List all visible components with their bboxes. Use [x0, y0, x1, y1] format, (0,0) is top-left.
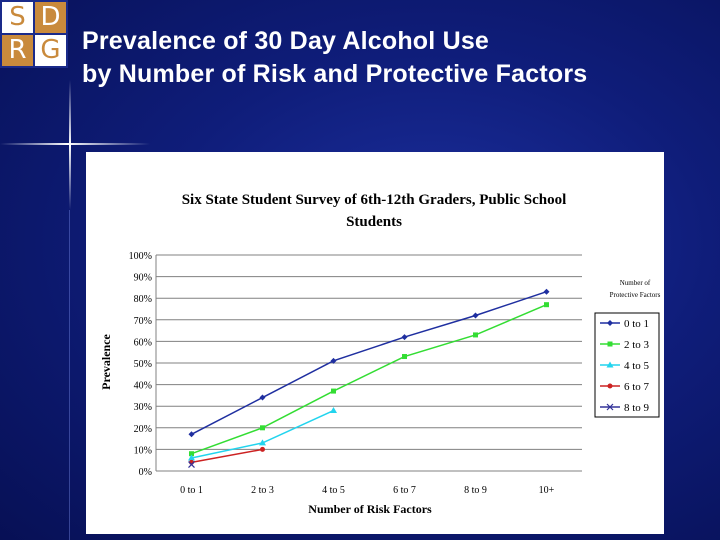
series-lines [188, 288, 550, 468]
data-point [260, 446, 265, 452]
data-point [543, 288, 550, 295]
legend-entry-label: 0 to 1 [624, 318, 649, 330]
sparkle-vertical-decoration [69, 80, 71, 210]
marker-stroke [188, 461, 195, 468]
data-point [544, 302, 549, 308]
y-tick-label: 50% [134, 359, 152, 370]
x-tick-label: 0 to 1 [180, 485, 203, 496]
slide-title-line2: by Number of Risk and Protective Factors [82, 60, 588, 88]
x-tick-label: 10+ [539, 485, 555, 496]
legend-title-line1: Number of [620, 279, 651, 287]
y-tick-label: 20% [134, 424, 152, 435]
chart-title-line2: Students [346, 214, 402, 230]
data-point [402, 354, 407, 360]
data-point [259, 394, 266, 401]
slide-title: Prevalence of 30 Day Alcohol Use by Numb… [82, 25, 587, 91]
legend-swatch-marker [606, 403, 614, 411]
x-tick-label: 2 to 3 [251, 485, 274, 496]
y-tick-labels: 0% 10% 20% 30% 40% 50% 60% 70% 80% 90% 100% [129, 251, 152, 478]
x-tick-labels: 0 to 1 2 to 3 4 to 5 6 to 7 8 to 9 10+ [180, 485, 555, 496]
data-point [331, 388, 336, 394]
x-tick-label: 6 to 7 [393, 485, 416, 496]
decorative-vertical-line [69, 210, 70, 540]
logo-letter-g: G [35, 35, 66, 66]
y-tick-label: 40% [134, 381, 152, 392]
data-point [188, 461, 195, 468]
series-line-0 [191, 291, 547, 435]
marker-stroke [606, 403, 614, 411]
chart-title-line1: Six State Student Survey of 6th-12th Gra… [182, 192, 567, 208]
x-axis-label: Number of Risk Factors [308, 502, 432, 516]
legend-entry-label: 2 to 3 [624, 339, 650, 351]
legend-swatch-marker [607, 341, 613, 347]
series-line-1 [191, 303, 547, 455]
logo-letter-d: D [35, 2, 66, 33]
sparkle-horizontal-decoration [0, 143, 150, 145]
gridlines [155, 254, 582, 472]
legend-swatch-marker [606, 361, 614, 368]
x-tick-label: 4 to 5 [322, 485, 345, 496]
legend-swatch-marker [607, 320, 613, 326]
x-tick-label: 8 to 9 [464, 485, 487, 496]
slide-title-line1: Prevalence of 30 Day Alcohol Use [82, 27, 490, 55]
data-point [259, 439, 266, 446]
y-tick-label: 10% [134, 445, 152, 456]
line-chart: Six State Student Survey of 6th-12th Gra… [99, 192, 661, 516]
data-point [189, 451, 194, 457]
data-point [188, 454, 195, 461]
y-tick-label: 100% [129, 251, 152, 262]
legend-title-line2: Protective Factors [610, 291, 661, 299]
chart-panel: Six State Student Survey of 6th-12th Gra… [86, 152, 664, 534]
y-tick-label: 70% [134, 316, 152, 327]
y-tick-label: 0% [139, 467, 152, 478]
legend-entry-label: 6 to 7 [624, 381, 650, 393]
legend: Number of Protective Factors 0 to 1 2 to … [594, 279, 661, 418]
sdrg-logo: S D R G [0, 0, 68, 68]
data-point [188, 431, 195, 438]
data-point [472, 312, 479, 319]
series-line-3 [191, 448, 263, 464]
data-point [260, 425, 265, 431]
y-tick-label: 80% [134, 294, 152, 305]
y-tick-label: 60% [134, 337, 152, 348]
logo-letter-r: R [2, 35, 33, 66]
y-tick-label: 30% [134, 402, 152, 413]
data-point [330, 357, 337, 364]
logo-letter-s: S [2, 2, 33, 33]
data-point [330, 407, 337, 414]
legend-entry-label: 8 to 9 [624, 402, 650, 414]
legend-entry-label: 4 to 5 [624, 360, 650, 372]
legend-swatch-marker [607, 383, 613, 389]
data-point [401, 334, 408, 341]
y-axis-label: Prevalence [99, 333, 113, 389]
data-point [473, 332, 478, 338]
y-tick-label: 90% [134, 273, 152, 284]
